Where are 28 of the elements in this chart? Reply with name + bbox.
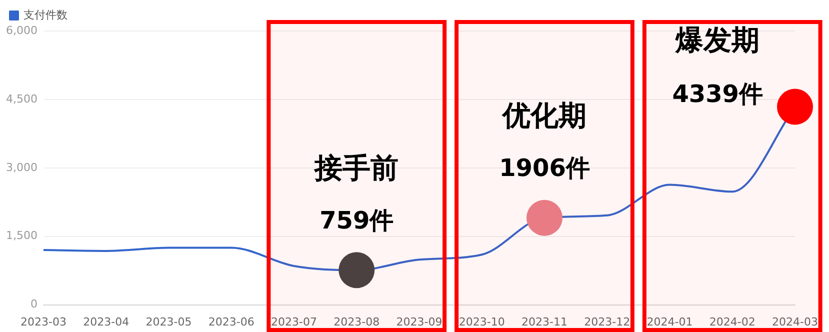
x-tick-label: 2024-03 <box>772 315 818 328</box>
y-tick-label: 1,500 <box>6 229 38 242</box>
y-tick-label: 6,000 <box>6 24 38 37</box>
band-label: 优化期 <box>501 99 586 132</box>
y-tick-label: 4,500 <box>6 92 38 106</box>
x-tick-label: 2023-11 <box>522 315 568 328</box>
point <box>338 252 375 288</box>
x-tick-label: 2023-07 <box>271 315 317 328</box>
legend-label: 支付件数 <box>24 8 68 22</box>
x-tick-label: 2023-04 <box>83 315 130 328</box>
y-tick-label: 0 <box>30 298 38 311</box>
x-tick-label: 2023-08 <box>334 315 380 328</box>
x-tick-label: 2023-06 <box>208 315 254 328</box>
point <box>777 88 813 125</box>
x-tick-label: 2023-05 <box>146 315 192 328</box>
x-tick-label: 2024-02 <box>709 315 756 328</box>
x-tick-label: 2023-03 <box>20 315 66 328</box>
x-tick-label: 2024-01 <box>646 315 693 328</box>
band-label: 接手前 <box>314 151 399 184</box>
annotation: 759件 <box>320 206 394 234</box>
x-tick-label: 2023-10 <box>458 315 505 328</box>
annotation: 4339件 <box>672 80 763 108</box>
annotation: 1906件 <box>499 154 590 182</box>
x-tick-label: 2023-12 <box>584 315 630 328</box>
point <box>526 200 562 236</box>
band-label: 爆发期 <box>674 23 760 56</box>
y-tick-label: 3,000 <box>6 160 38 174</box>
x-tick-label: 2023-09 <box>396 315 442 328</box>
